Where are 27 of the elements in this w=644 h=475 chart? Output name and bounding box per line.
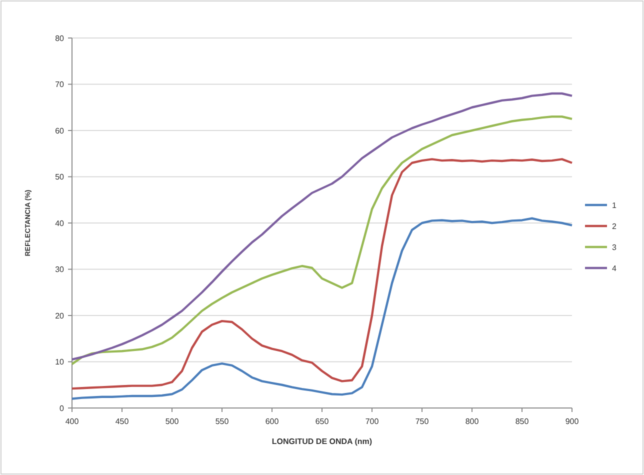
y-tick-label: 50 xyxy=(55,172,65,182)
x-tick-label: 500 xyxy=(165,417,180,426)
legend-label: 1 xyxy=(612,200,617,210)
line-series xyxy=(70,217,574,400)
y-tick-label: 30 xyxy=(55,265,65,274)
x-tick-label: 900 xyxy=(565,417,580,426)
x-tick-label: 850 xyxy=(515,417,530,426)
y-tick-label: 70 xyxy=(55,80,65,90)
y-tick-label: 20 xyxy=(55,311,65,320)
x-axis-title: LONGITUD DE ONDA (nm) xyxy=(272,437,372,446)
y-tick-label: 10 xyxy=(55,358,65,367)
x-tick-label: 400 xyxy=(65,417,80,426)
x-tick-label: 800 xyxy=(465,417,480,426)
y-tick-label: 80 xyxy=(55,34,65,43)
x-tick-label: 450 xyxy=(115,417,130,426)
x-tick-label: 650 xyxy=(315,417,330,426)
legend-label: 3 xyxy=(612,242,617,252)
legend-label: 4 xyxy=(612,264,617,273)
x-tick-label: 550 xyxy=(215,417,230,426)
x-tick-label: 750 xyxy=(415,417,430,426)
x-tick-label: 600 xyxy=(265,417,280,426)
y-tick-label: 0 xyxy=(60,404,65,413)
y-tick-label: 60 xyxy=(55,126,65,136)
y-tick-label: 40 xyxy=(55,218,65,228)
line-series xyxy=(70,158,574,390)
x-tick-label: 700 xyxy=(365,417,380,426)
legend-label: 2 xyxy=(612,222,617,231)
